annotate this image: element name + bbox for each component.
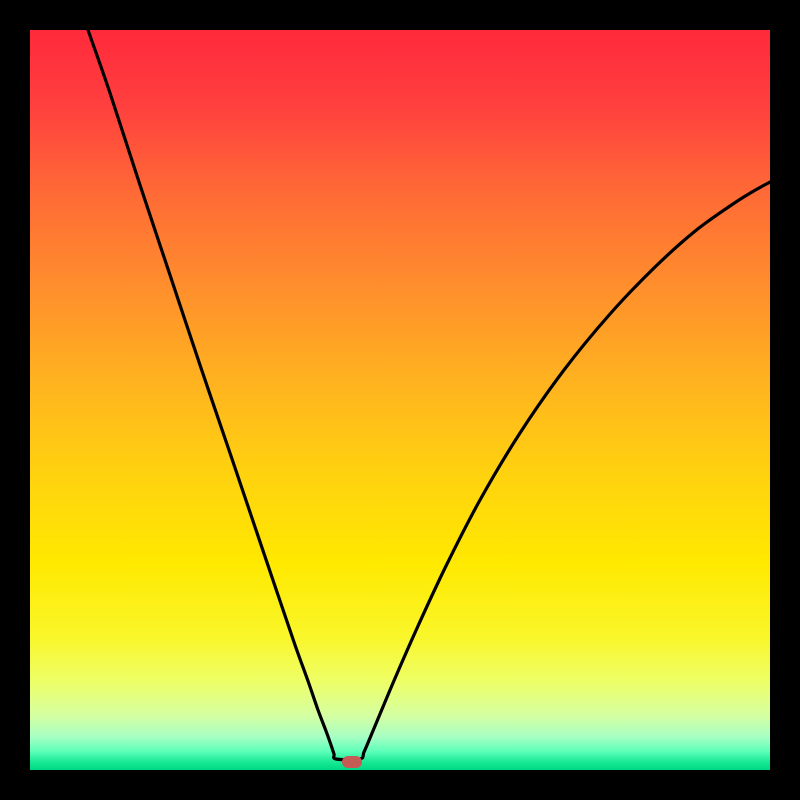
plot-border-top xyxy=(0,0,800,30)
plot-area xyxy=(30,30,770,770)
plot-border-left xyxy=(0,30,30,770)
plot-border-right xyxy=(770,30,800,770)
bottleneck-curve xyxy=(30,30,770,770)
chart-frame: TheBottlenecker.com xyxy=(0,0,800,800)
curve-path xyxy=(88,30,770,760)
plot-border-bottom xyxy=(0,770,800,800)
min-marker xyxy=(342,756,362,768)
